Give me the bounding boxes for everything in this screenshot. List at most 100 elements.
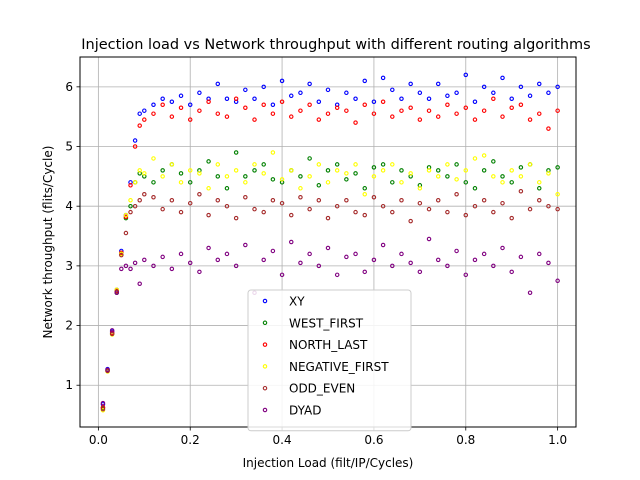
data-point (380, 203, 386, 209)
data-point (132, 138, 138, 143)
data-point (399, 96, 404, 102)
data-point (142, 192, 147, 197)
data-point (298, 194, 303, 200)
data-point (215, 257, 221, 263)
data-point (481, 153, 487, 158)
data-point (380, 242, 386, 248)
data-point (408, 105, 413, 110)
data-point (123, 214, 129, 220)
data-point (408, 81, 413, 87)
data-point (344, 177, 349, 182)
data-point (252, 168, 257, 173)
data-point (132, 144, 138, 149)
x-tick-label: 0.0 (89, 433, 108, 447)
data-point (160, 102, 165, 107)
data-point (344, 108, 349, 113)
data-point (279, 78, 285, 84)
x-tick-label: 0.2 (181, 433, 200, 447)
data-point (169, 99, 175, 105)
legend: XY WEST_FIRST NORTH_LAST NEGATIVE_FIRST ODD_… (247, 289, 412, 432)
data-point (128, 197, 133, 203)
data-point (380, 99, 386, 105)
data-point (454, 192, 459, 197)
data-point (137, 281, 142, 287)
data-point (137, 123, 142, 128)
data-point (316, 117, 322, 122)
data-point (371, 111, 377, 116)
data-point (491, 159, 496, 164)
data-point (491, 90, 496, 96)
legend-item: WEST_FIRST (262, 316, 364, 330)
data-point (472, 117, 478, 122)
data-point (435, 114, 441, 119)
data-point (160, 96, 165, 102)
data-point (555, 278, 560, 284)
data-point (151, 156, 156, 161)
data-point (509, 105, 514, 110)
data-point (362, 186, 367, 191)
data-point (224, 174, 230, 179)
data-point (380, 162, 386, 167)
data-point (316, 99, 322, 105)
data-point (206, 212, 211, 218)
data-point (518, 102, 524, 107)
data-point (298, 186, 303, 191)
data-point (178, 105, 184, 110)
data-point (518, 165, 524, 170)
data-point (509, 180, 514, 185)
data-point (142, 117, 147, 122)
data-point (500, 114, 505, 119)
data-point (445, 209, 450, 215)
data-point (270, 150, 276, 155)
data-point (109, 328, 115, 333)
x-tick-label: 0.8 (456, 433, 475, 447)
data-point (270, 197, 276, 203)
data-point (187, 180, 193, 185)
data-point (298, 174, 303, 179)
data-point (215, 174, 221, 179)
data-point (555, 192, 560, 197)
data-point (206, 159, 211, 164)
data-point (509, 269, 514, 275)
data-point (435, 168, 441, 173)
data-point (279, 177, 285, 182)
data-point (178, 93, 184, 99)
data-point (454, 248, 459, 254)
data-point (454, 111, 459, 116)
data-point (137, 111, 142, 116)
data-point (491, 263, 496, 269)
data-point (380, 75, 386, 81)
data-point (270, 111, 276, 116)
x-tick-label: 0.4 (273, 433, 292, 447)
legend-box (247, 289, 412, 432)
data-point (325, 111, 331, 116)
data-point (537, 251, 542, 257)
data-point (537, 81, 542, 87)
legend-item: XY (262, 295, 305, 309)
data-point (197, 108, 202, 113)
data-point (298, 260, 303, 266)
data-points (100, 72, 560, 413)
data-point (160, 254, 165, 260)
data-point (123, 212, 129, 218)
data-point (509, 215, 514, 221)
grid-lines (80, 57, 576, 427)
data-point (362, 192, 367, 197)
data-point (537, 197, 542, 203)
data-point (334, 162, 340, 167)
data-point (463, 272, 469, 278)
chart-title: Injection load vs Network throughput wit… (81, 37, 590, 53)
data-point (279, 99, 285, 105)
data-point (500, 200, 505, 206)
data-point (454, 90, 459, 96)
legend-marker (262, 385, 268, 391)
legend-marker (262, 342, 268, 347)
y-tick-label: 4 (65, 199, 73, 213)
legend-item: NORTH_LAST (262, 338, 368, 352)
data-point (197, 90, 202, 96)
data-point (399, 108, 404, 113)
data-point (325, 87, 331, 93)
data-point (151, 180, 156, 185)
data-point (472, 99, 478, 105)
data-point (518, 189, 524, 194)
